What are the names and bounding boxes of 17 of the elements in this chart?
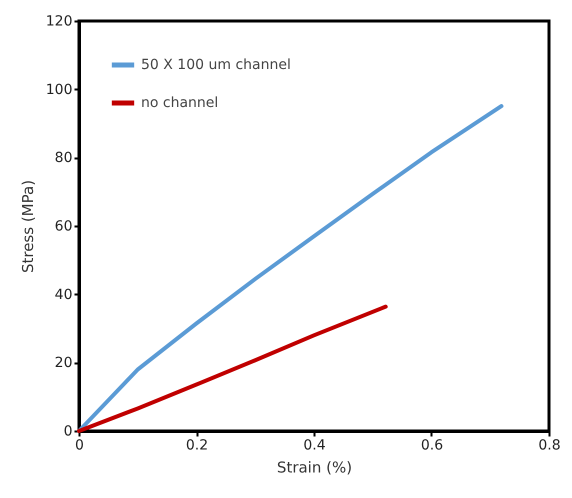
y-tick-label: 120 bbox=[46, 14, 72, 30]
y-tick-label: 100 bbox=[46, 82, 72, 98]
legend-label: 50 X 100 um channel bbox=[141, 57, 291, 73]
x-tick-label: 0.8 bbox=[538, 438, 561, 454]
y-tick-label: 60 bbox=[54, 218, 72, 234]
x-axis-title: Strain (%) bbox=[276, 458, 352, 476]
x-tick-label: 0 bbox=[75, 438, 84, 454]
y-tick-label: 80 bbox=[54, 150, 72, 166]
y-tick-label: 40 bbox=[54, 286, 72, 303]
y-tick-label: 0 bbox=[64, 424, 72, 440]
x-tick-label: 0.6 bbox=[420, 438, 444, 454]
x-tick-label: 0.2 bbox=[186, 438, 208, 454]
y-tick-label: 20 bbox=[54, 355, 72, 372]
x-tick-label: 0.4 bbox=[303, 438, 326, 454]
line-series bbox=[77, 304, 388, 433]
legend-label: no channel bbox=[141, 95, 218, 111]
y-axis-title: Stress (MPa) bbox=[18, 180, 37, 274]
